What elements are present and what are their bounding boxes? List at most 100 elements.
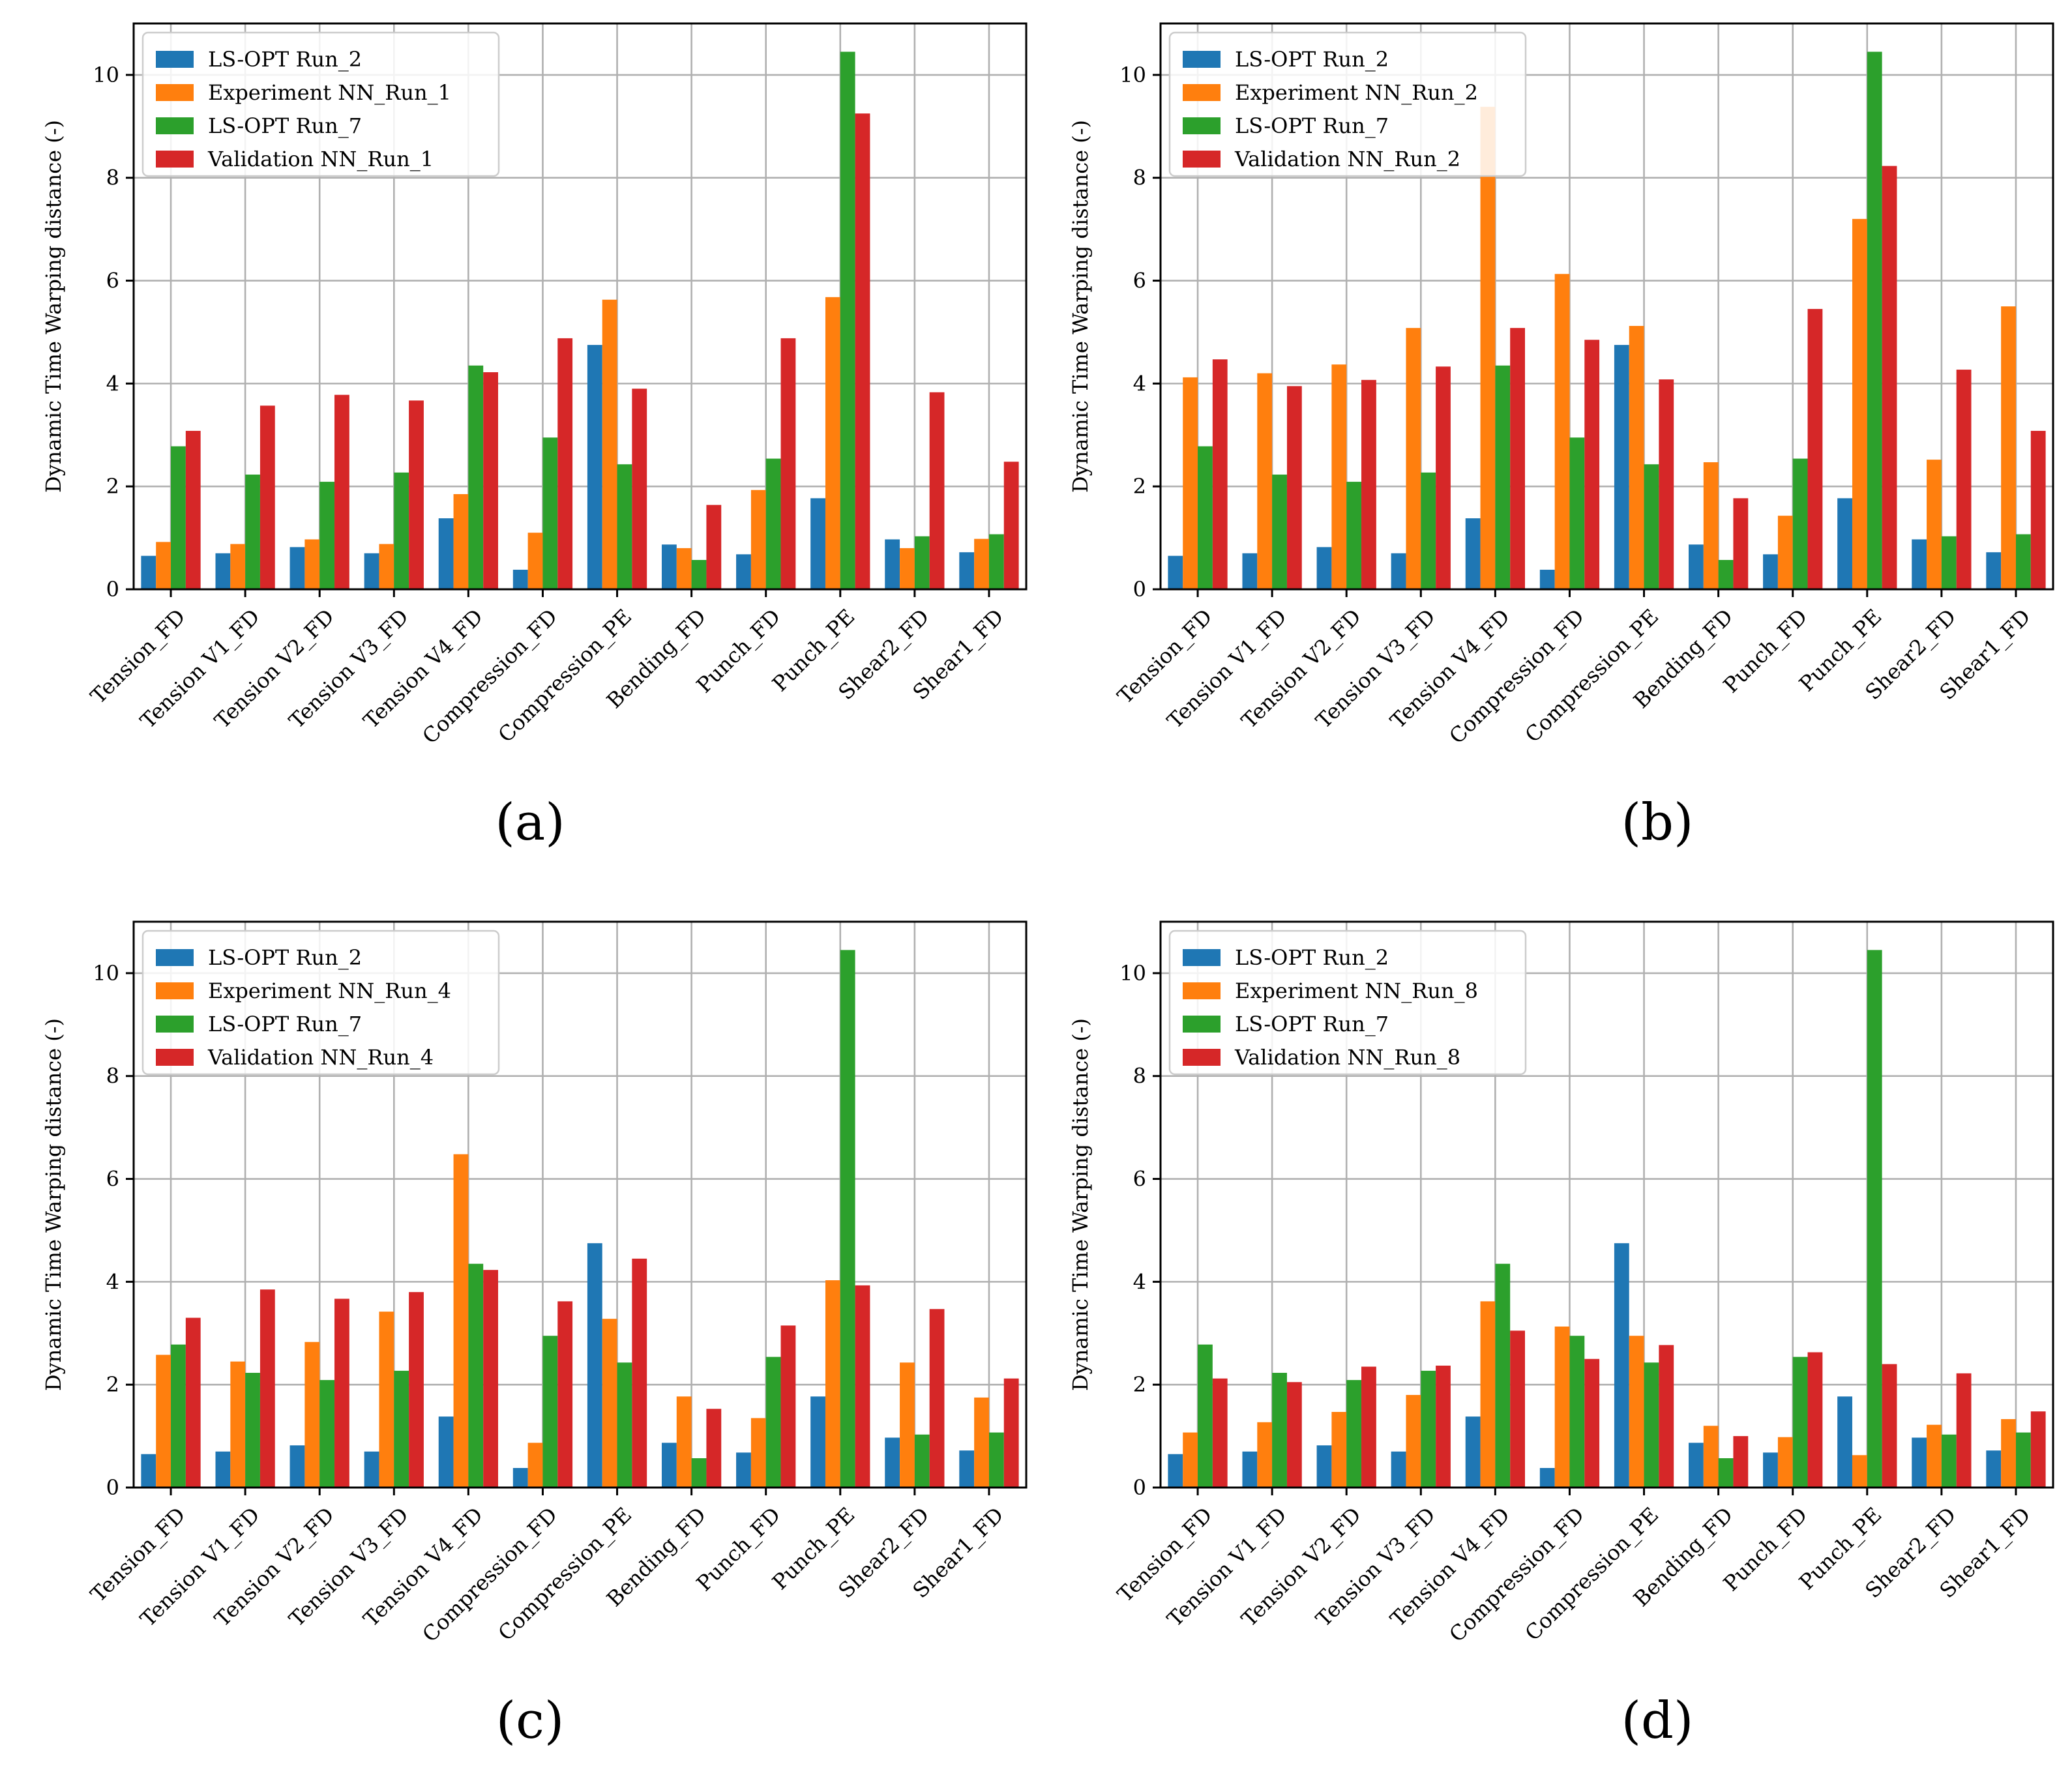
- bar: [810, 1396, 825, 1488]
- bar: [438, 518, 454, 589]
- bar: [1436, 1365, 1451, 1488]
- plot-frame: [132, 920, 1028, 1489]
- bar: [512, 1468, 528, 1488]
- bar: [483, 372, 499, 589]
- bar: [542, 1336, 558, 1488]
- bar: [1346, 1380, 1362, 1488]
- bar: [1183, 1432, 1198, 1488]
- bar: [1956, 1373, 1972, 1488]
- bar: [394, 1370, 409, 1488]
- bar: [453, 1154, 469, 1488]
- bar: [736, 554, 751, 589]
- bar: [1659, 379, 1674, 589]
- bar: [1242, 553, 1258, 589]
- x-tick-label: Compression_FD: [417, 604, 562, 749]
- bar: [1257, 373, 1273, 589]
- bar: [1629, 1336, 1644, 1488]
- bar: [1941, 536, 1957, 589]
- bar: [1986, 552, 2002, 589]
- bar: [765, 458, 781, 589]
- bar: [780, 338, 796, 589]
- legend-box: [141, 930, 500, 1076]
- bar: [1346, 482, 1362, 589]
- bar: [1361, 379, 1376, 589]
- bar: [259, 405, 275, 589]
- bars: [1168, 51, 2046, 589]
- y-tick-label: 4: [106, 1269, 119, 1294]
- bars: [141, 51, 1019, 589]
- bars: [1168, 950, 2046, 1488]
- bar: [319, 482, 335, 589]
- plot-frame: [1159, 920, 2054, 1489]
- bar: [1198, 446, 1213, 589]
- legend-swatch: [156, 51, 194, 68]
- legend-entry: LS-OPT Run_2: [208, 47, 362, 72]
- x-tick-label: Compression_FD: [1444, 1503, 1589, 1647]
- bar: [602, 299, 617, 589]
- bar: [453, 494, 469, 589]
- bar: [974, 1397, 989, 1488]
- y-tick-label: 2: [106, 1372, 119, 1397]
- y-tick-label: 0: [1133, 577, 1146, 602]
- bar: [171, 446, 186, 589]
- bar: [1688, 1443, 1704, 1488]
- bar: [2030, 1411, 2046, 1488]
- bar: [1837, 498, 1852, 589]
- bar: [1272, 1373, 1287, 1488]
- bar: [1584, 1358, 1600, 1488]
- bar: [825, 1280, 840, 1488]
- bar: [1703, 1426, 1719, 1488]
- bar: [468, 365, 484, 589]
- bar: [632, 1258, 647, 1488]
- bar: [1495, 1263, 1511, 1488]
- bar: [1703, 462, 1719, 589]
- bar: [855, 1285, 870, 1488]
- legend-entry: LS-OPT Run_7: [1235, 113, 1389, 138]
- bar: [1852, 218, 1867, 589]
- y-tick-label: 10: [93, 961, 119, 986]
- bar: [1316, 547, 1332, 589]
- bar: [141, 1454, 156, 1488]
- bar: [1331, 364, 1347, 589]
- legend: LS-OPT Run_2 Experiment NN_Run_4 LS-OPT Ru…: [141, 930, 500, 1076]
- bar: [1927, 460, 1942, 589]
- bar: [617, 464, 632, 589]
- bar: [914, 536, 930, 589]
- bar: [1569, 1336, 1585, 1488]
- bar: [1539, 1468, 1555, 1488]
- bar: [1792, 1357, 1808, 1488]
- bar: [750, 1418, 766, 1488]
- bar: [364, 1451, 379, 1488]
- bar: [1406, 328, 1421, 589]
- bar: [289, 547, 305, 589]
- bar: [1644, 1362, 1659, 1488]
- bar: [512, 570, 528, 589]
- bar: [587, 1243, 602, 1488]
- y-tick-label: 2: [106, 474, 119, 499]
- bar: [1614, 345, 1629, 589]
- legend-swatch: [1183, 151, 1221, 168]
- bar: [840, 950, 855, 1488]
- bar: [1331, 1412, 1347, 1488]
- bar: [1361, 1366, 1376, 1488]
- bar: [1391, 553, 1406, 589]
- bar: [974, 538, 989, 589]
- bar: [1807, 308, 1823, 589]
- bar: [215, 553, 231, 589]
- y-tick-label: 0: [1133, 1475, 1146, 1500]
- y-tick-label: 10: [1119, 63, 1146, 87]
- legend-entry: Validation NN_Run_2: [1234, 147, 1460, 171]
- bar: [1465, 1416, 1481, 1488]
- bar: [706, 1409, 722, 1488]
- bar: [230, 544, 246, 589]
- bar: [185, 1317, 201, 1488]
- bar: [1391, 1451, 1406, 1488]
- bar: [661, 1443, 677, 1488]
- bar: [1495, 365, 1511, 589]
- legend-swatch: [1183, 949, 1221, 966]
- y-tick-label: 2: [1133, 474, 1146, 499]
- bar: [988, 1432, 1004, 1488]
- legend-entry: LS-OPT Run_7: [1235, 1012, 1389, 1036]
